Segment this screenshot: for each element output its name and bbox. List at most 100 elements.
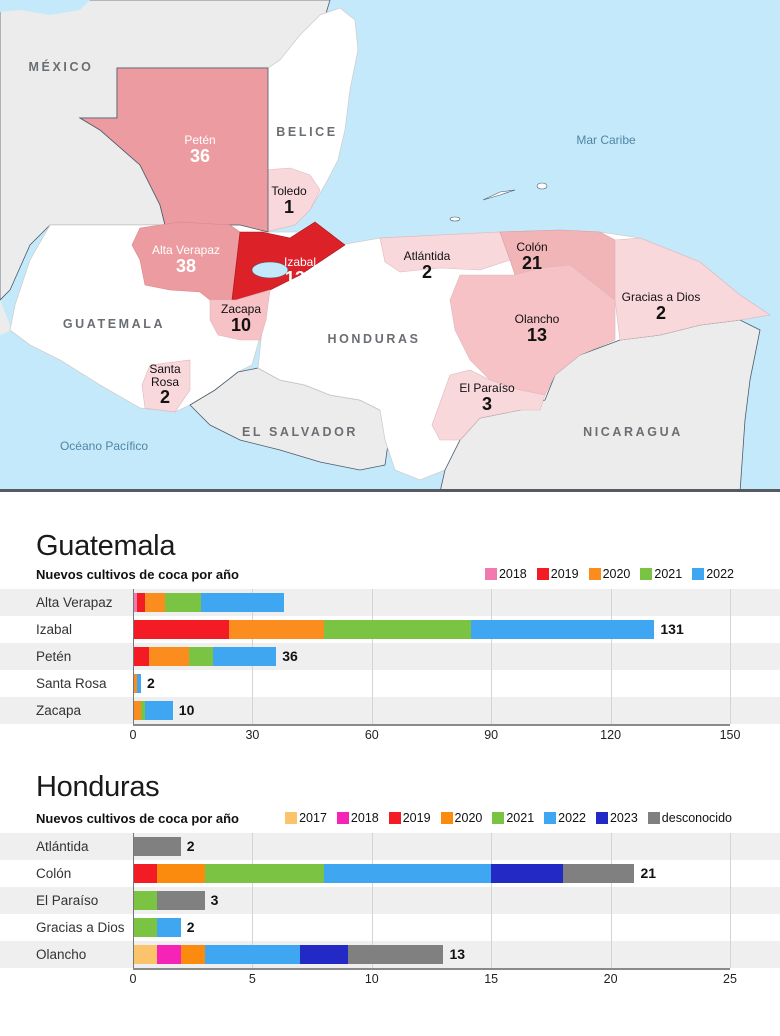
x-tick-label: 60 — [364, 728, 379, 742]
department-name: Zacapa — [220, 302, 262, 316]
x-tick-label: 0 — [129, 728, 137, 742]
department-label: Gracias a Dios 2 — [622, 291, 701, 322]
bar-segment-2019 — [133, 620, 229, 639]
x-tick-label: 120 — [600, 728, 622, 742]
legend-swatch — [692, 568, 705, 580]
category-label: Santa Rosa — [36, 676, 107, 691]
bar-segment-2021 — [133, 891, 157, 910]
department-label: Toledo 1 — [271, 185, 306, 216]
legend-item-2022: 2022 — [544, 811, 586, 825]
country-label: GUATEMALA — [62, 317, 166, 331]
department-label: Santa Rosa 2 — [149, 363, 180, 407]
bar-segment-desconocido — [133, 837, 181, 856]
department-name: Alta Verapaz — [151, 243, 221, 257]
department-label: Petén 36 — [184, 134, 215, 165]
bar-segment-2020 — [144, 593, 165, 612]
legend-swatch — [595, 812, 608, 824]
department-label: Colón 21 — [516, 241, 547, 272]
gridline — [730, 589, 731, 724]
x-axis-line — [133, 724, 730, 726]
department-value: 1 — [283, 196, 294, 217]
bar-segment-desconocido — [156, 891, 205, 910]
category-row: Santa Rosa — [0, 670, 780, 697]
chart-title: Honduras — [36, 771, 160, 803]
department-value: 131 — [284, 267, 316, 288]
y-axis-line — [133, 589, 134, 726]
department-name: Izabal — [283, 255, 317, 269]
legend-swatch — [588, 568, 601, 580]
legend-item-2018: 2018 — [336, 811, 379, 825]
coca-map: MÉXICO BELICE GUATEMALA HONDURAS EL SALVADOR… — [0, 0, 780, 492]
bar-segment-2020 — [180, 945, 205, 964]
department-name: Gracias a Dios — [621, 290, 701, 304]
category-label: Gracias a Dios — [36, 920, 125, 935]
legend-item-2022: 2022 — [692, 567, 734, 581]
legend-swatch — [640, 568, 653, 580]
x-tick-label: 5 — [248, 972, 256, 986]
x-tick-label: 90 — [484, 728, 499, 742]
department-name: Colón — [516, 240, 548, 254]
bar-segment-2023 — [491, 864, 563, 883]
bar-segment-2022 — [156, 918, 181, 937]
bar-segment-2021 — [204, 864, 325, 883]
department-name: Toledo — [271, 184, 307, 198]
legend-swatch — [285, 812, 298, 824]
bar-segment-2021 — [188, 647, 213, 666]
bar-segment-2017 — [133, 945, 157, 964]
department-label: Izabal 131 — [284, 256, 316, 287]
legend-label: 2020 — [602, 567, 631, 581]
bar-segment-2020 — [133, 701, 141, 720]
category-row: El Paraíso — [0, 887, 780, 914]
bar-segment-2022 — [324, 864, 492, 883]
country-label: NICARAGUA — [583, 425, 683, 439]
bar-total-label: 131 — [660, 621, 684, 637]
department-name: Santa — [149, 362, 181, 376]
department-value: 3 — [481, 393, 493, 414]
bar-segment-2021 — [140, 701, 145, 720]
x-tick-label: 30 — [245, 728, 260, 742]
bar-segment-2022 — [200, 593, 285, 612]
legend-label: 2021 — [654, 567, 683, 581]
gridline — [610, 589, 612, 724]
legend-label: 2018 — [350, 811, 379, 825]
legend-label: 2022 — [558, 811, 586, 825]
chart-title: Guatemala — [36, 530, 176, 562]
department-label: Alta Verapaz 38 — [152, 244, 220, 275]
legend-label: 2022 — [706, 567, 734, 581]
bar-segment-2021 — [324, 620, 472, 639]
legend-label: 2020 — [454, 811, 483, 825]
bar-segment-2022 — [144, 701, 173, 720]
x-axis-line — [133, 968, 730, 970]
bar-total-label: 10 — [178, 702, 195, 718]
honduras-chart: Honduras Nuevos cultivos de coca por año… — [0, 765, 780, 1025]
chart-legend: 2017 2018 2019 2020 2021 2022 2023 desconocido — [275, 811, 732, 825]
category-label: Alta Verapaz — [36, 595, 113, 610]
department-name: El Paraíso — [459, 381, 515, 395]
department-value: 21 — [521, 252, 543, 273]
department-label: Olancho 13 — [515, 313, 560, 344]
department-value: 2 — [655, 302, 667, 323]
legend-label: 2023 — [609, 811, 638, 825]
legend-item-2023: 2023 — [595, 811, 638, 825]
legend-label: 2018 — [498, 567, 527, 581]
stacked-bar — [133, 918, 181, 937]
category-row: Izabal — [0, 616, 780, 643]
bar-segment-2018 — [133, 593, 137, 612]
department-value: 2 — [421, 261, 433, 282]
stacked-bar — [133, 647, 277, 666]
stacked-bar — [133, 701, 173, 720]
bar-segment-2022 — [471, 620, 655, 639]
category-row: Petén — [0, 643, 780, 670]
water-label: Mar Caribe — [576, 133, 636, 147]
stacked-bar — [133, 837, 181, 856]
bar-segment-desconocido — [562, 864, 635, 883]
category-label: Zacapa — [36, 703, 82, 718]
chart-legend: 2018 2019 2020 2021 2022 — [475, 567, 734, 581]
legend-item-2021: 2021 — [492, 811, 534, 825]
bar-segment-2021 — [133, 918, 157, 937]
category-row: Atlántida — [0, 833, 780, 860]
department-value: 38 — [175, 255, 197, 276]
department-name: Rosa — [150, 374, 180, 389]
department-label: Atlántida 2 — [404, 250, 451, 281]
legend-item-2021: 2021 — [640, 567, 682, 581]
